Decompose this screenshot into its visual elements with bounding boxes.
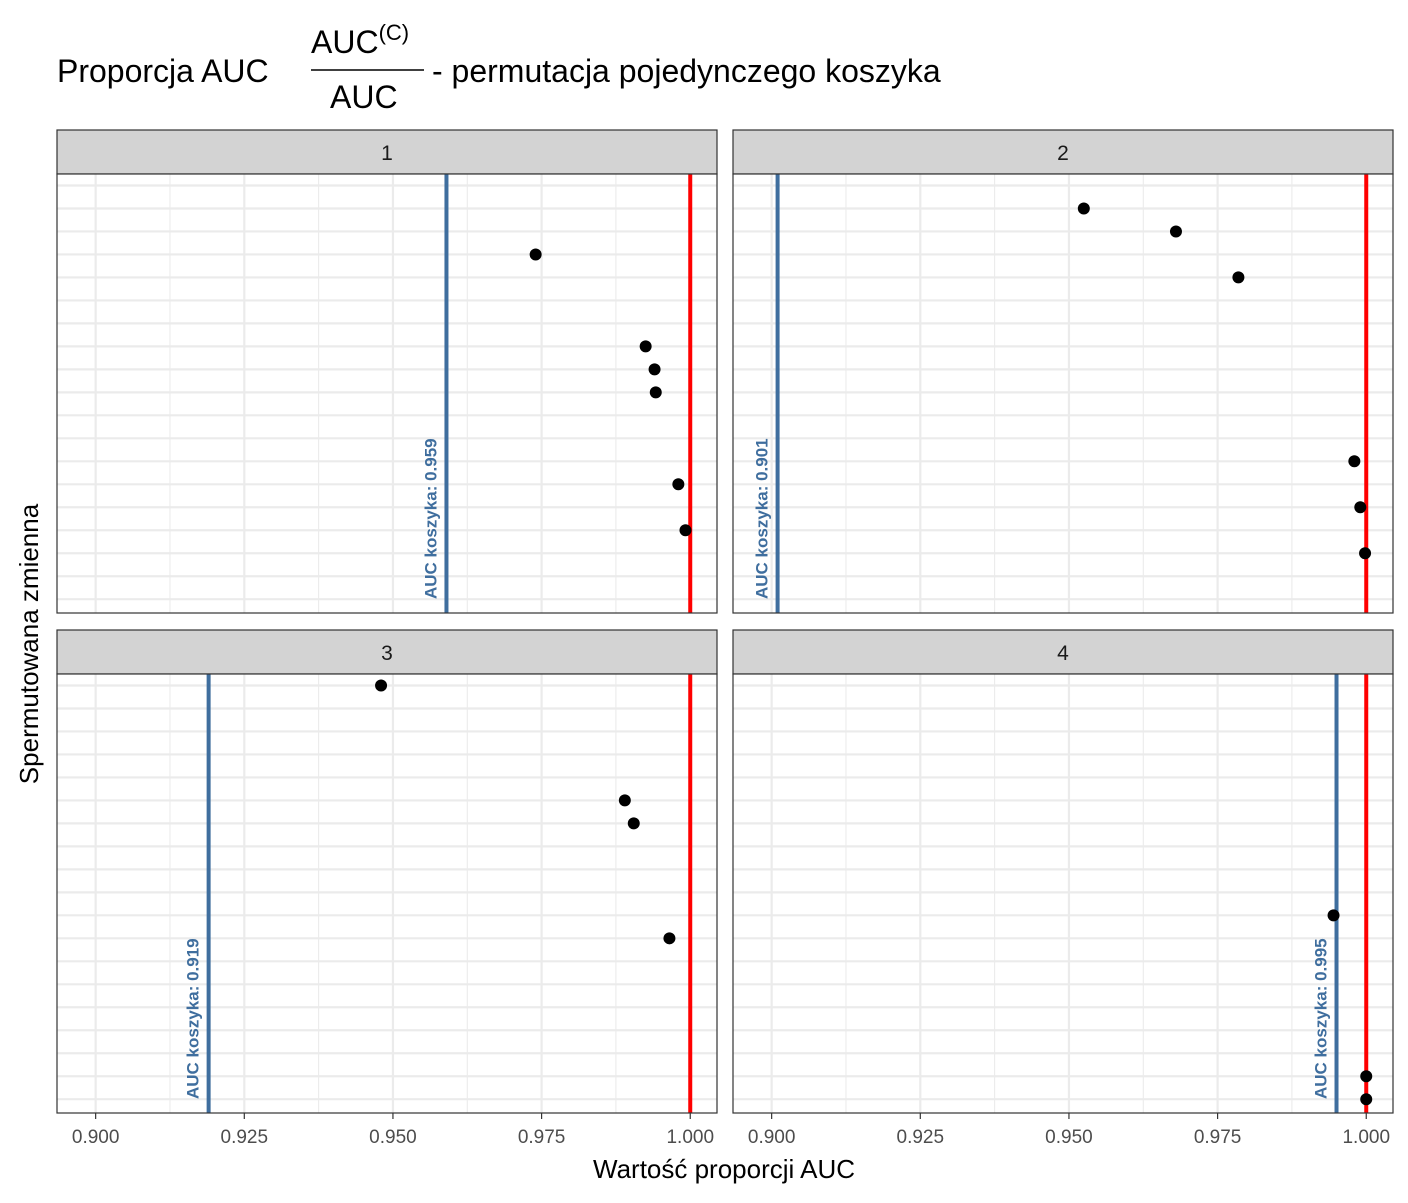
facet-panel-2: 2 AUC koszyka: 0.901: [732, 129, 1394, 614]
facet-strip: [732, 629, 1394, 675]
data-point: [1169, 225, 1182, 238]
data-point: [375, 679, 388, 692]
data-point: [639, 340, 652, 353]
panel-background: [733, 174, 1393, 613]
title-fraction-denominator: AUC: [330, 79, 398, 115]
x-axis-label: Wartość proporcji AUC: [593, 1154, 855, 1184]
basket-auc-label: AUC koszyka: 0.901: [753, 438, 772, 599]
data-point: [618, 794, 631, 807]
x-tick-label: 0.975: [1194, 1127, 1242, 1148]
data-point: [1348, 455, 1361, 468]
x-tick-label: 0.925: [221, 1127, 269, 1148]
facet-strip-label: 3: [381, 642, 393, 665]
panel-background: [57, 174, 717, 613]
title-fraction-superscript: (C): [379, 20, 410, 45]
data-point: [649, 386, 662, 399]
data-point: [1360, 1070, 1373, 1083]
facets: 1 AUC koszyka: 0.959 2 AUC koszyka: 0.901 3 A…: [56, 129, 1394, 1148]
data-point: [679, 524, 692, 537]
data-point: [529, 248, 542, 261]
data-point: [1077, 202, 1090, 215]
y-axis-label: Spermutowana zmienna: [14, 503, 44, 784]
basket-auc-label: AUC koszyka: 0.919: [184, 938, 203, 1099]
x-tick-label: 0.950: [369, 1127, 417, 1148]
panel-border: [732, 173, 1394, 614]
x-tick-label: 1.000: [1342, 1127, 1390, 1148]
panel-background: [733, 674, 1393, 1113]
facet-strip-label: 4: [1057, 642, 1069, 665]
facet-strip-label: 2: [1057, 142, 1069, 165]
data-point: [672, 478, 685, 491]
data-point: [648, 363, 661, 376]
x-tick-label: 1.000: [666, 1127, 714, 1148]
title-suffix: - permutacja pojedynczego koszyka: [432, 53, 941, 89]
data-point: [1360, 1093, 1373, 1106]
data-point: [1327, 909, 1340, 922]
data-point: [1359, 547, 1372, 560]
data-point: [663, 932, 676, 945]
facet-strip-label: 1: [381, 142, 393, 165]
data-point: [627, 817, 640, 830]
facet-panel-3: 3 AUC koszyka: 0.919 0.900 0.925 0.950 0.975 1…: [56, 629, 718, 1148]
panel-background: [57, 674, 717, 1113]
panel-border: [56, 673, 718, 1114]
x-tick-label: 0.900: [72, 1127, 120, 1148]
x-tick-label: 0.925: [897, 1127, 945, 1148]
facet-panel-4: 4 AUC koszyka: 0.995 0.900 0.925 0.950 0.975 1…: [732, 629, 1394, 1148]
panel-border: [56, 173, 718, 614]
title-prefix: Proporcja AUC: [57, 53, 269, 89]
basket-auc-label: AUC koszyka: 0.959: [421, 438, 440, 599]
panel-border: [732, 673, 1394, 1114]
data-point: [1232, 271, 1245, 284]
x-tick-label: 0.950: [1045, 1127, 1093, 1148]
x-tick-label: 0.900: [748, 1127, 796, 1148]
data-point: [1354, 501, 1367, 514]
title-fraction-numerator: AUC(C): [311, 20, 409, 60]
facet-panel-1: 1 AUC koszyka: 0.959: [56, 129, 718, 614]
basket-auc-label: AUC koszyka: 0.995: [1312, 938, 1331, 1099]
facet-strip: [56, 629, 718, 675]
chart-title: Proporcja AUC AUC(C) AUC - permutacja po…: [57, 20, 941, 115]
x-tick-label: 0.975: [518, 1127, 566, 1148]
